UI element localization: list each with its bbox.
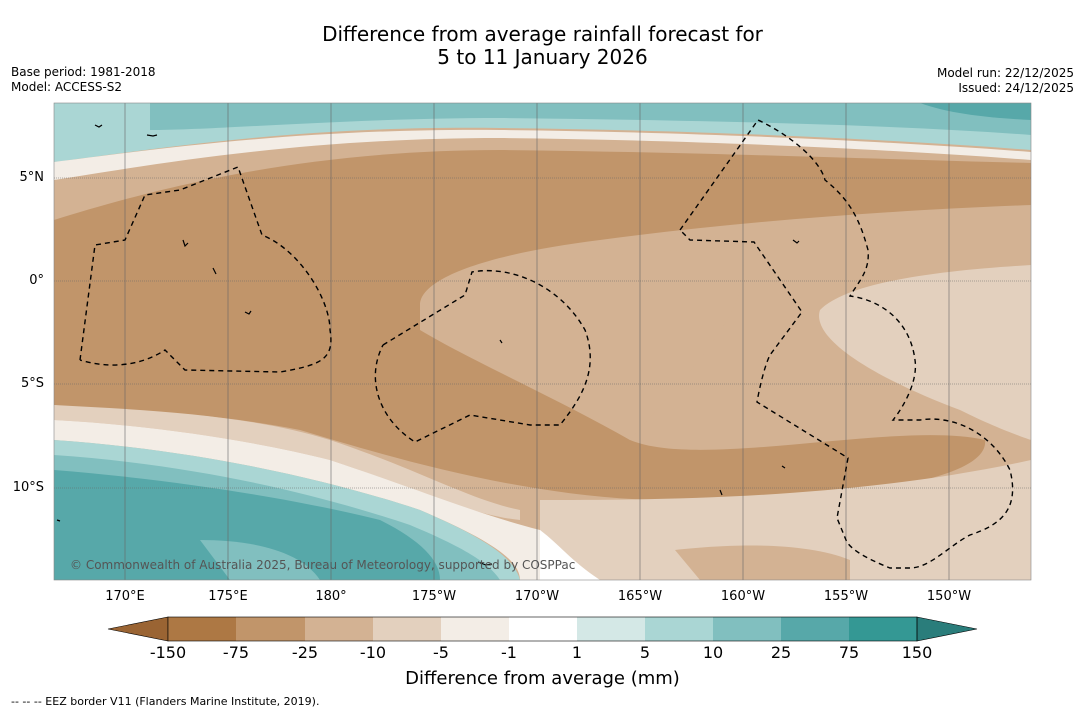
north-wet-band-dark <box>920 103 1031 120</box>
colorbar-label: 5 <box>639 643 651 662</box>
model-run-text: Model run: 22/12/2025 <box>936 66 1074 80</box>
lon-label: 150°W <box>926 589 972 604</box>
lon-label: 170°W <box>514 589 560 604</box>
colorbar-bin <box>236 617 305 641</box>
meta-right: Model run: 22/12/2025 Issued: 24/12/2025 <box>937 66 1074 96</box>
colorbar-low-extend <box>107 616 169 642</box>
map-title-line1: Difference from average rainfall forecas… <box>322 22 763 46</box>
graticule <box>54 103 1031 580</box>
north-wet-band-mid <box>150 103 1031 135</box>
south-wet-dark <box>54 470 440 580</box>
colorbar-bin <box>373 617 441 641</box>
lon-label: 175°W <box>411 589 457 604</box>
colorbar-label: -10 <box>359 643 387 662</box>
south-wet-darkest <box>200 540 320 580</box>
lat-label: 5°S <box>20 376 44 391</box>
colorbar-label: 75 <box>838 643 860 662</box>
map-title-line2: 5 to 11 January 2026 <box>437 45 648 69</box>
eez-border-kiribati-gilbert <box>79 166 332 373</box>
eez-border-line-islands <box>679 119 1014 569</box>
dry-patch-south-light <box>540 460 1031 580</box>
eez-border-phoenix <box>374 270 591 443</box>
model-text: Model: ACCESS-S2 <box>11 80 123 94</box>
dry-band-main <box>54 150 1031 501</box>
colorbar-bin <box>577 617 645 641</box>
island-mark <box>212 267 217 275</box>
map-frame <box>53 102 1032 581</box>
colorbar-frame <box>167 616 918 642</box>
lon-label: 165°W <box>617 589 663 604</box>
lon-label: 175°E <box>208 589 248 604</box>
colorbar-label: -1 <box>501 643 517 662</box>
colorbar-bin <box>713 617 781 641</box>
island-mark <box>499 339 503 344</box>
colorbar-bin <box>509 617 577 641</box>
dry-center-light <box>420 245 744 440</box>
colorbar-title: Difference from average (mm) <box>405 668 680 689</box>
island-mark <box>182 239 189 248</box>
rainfall-field <box>54 103 1031 580</box>
colorbar <box>107 616 978 642</box>
islands <box>56 124 800 566</box>
island-mark <box>244 310 252 315</box>
lon-label: 155°W <box>823 589 869 604</box>
colorbar-label: 25 <box>770 643 792 662</box>
meta-left: Base period: 1981-2018 Model: ACCESS-S2 <box>11 65 156 95</box>
lat-label: 0° <box>29 273 44 288</box>
colorbar-label: -150 <box>149 643 187 662</box>
colorbar-bin <box>645 617 713 641</box>
island-mark <box>477 561 493 566</box>
eez-borders <box>79 119 1014 569</box>
issued-text: Issued: 24/12/2025 <box>958 81 1074 95</box>
lat-label: 5°N <box>19 170 45 185</box>
colorbar-label: 1 <box>571 643 583 662</box>
colorbar-label: 10 <box>702 643 724 662</box>
island-mark <box>56 519 61 522</box>
south-transition-white-2 <box>540 530 600 580</box>
colorbar-bin <box>441 617 509 641</box>
dry-patch-east-light <box>819 265 1031 440</box>
island-mark <box>781 465 786 469</box>
island-mark <box>719 489 723 496</box>
colorbar-bin <box>305 617 373 641</box>
eez-legend-note: -- -- -- EEZ border V11 (Flanders Marine… <box>11 695 320 708</box>
copyright-notice: © Commonwealth of Australia 2025, Bureau… <box>70 558 576 572</box>
colorbar-bin <box>168 617 236 641</box>
colorbar-label: -25 <box>291 643 319 662</box>
lon-label: 160°W <box>720 589 766 604</box>
south-transition-white <box>54 420 560 580</box>
island-mark <box>94 124 103 128</box>
dry-patch-south-mid <box>675 545 850 580</box>
colorbar-label: 150 <box>901 643 933 662</box>
lon-label: 170°E <box>105 589 145 604</box>
colorbar-label: -5 <box>433 643 449 662</box>
island-mark <box>146 134 158 137</box>
north-transition-white <box>54 129 1031 180</box>
colorbar-bin <box>849 617 917 641</box>
colorbar-bin <box>781 617 849 641</box>
colorbar-high-extend <box>916 616 978 642</box>
island-mark <box>792 239 800 244</box>
base-period-text: Base period: 1981-2018 <box>11 65 156 79</box>
lon-label: 180° <box>315 589 347 604</box>
lat-label: 10°S <box>12 480 44 495</box>
south-transition-light <box>54 405 520 520</box>
colorbar-label: -75 <box>222 643 250 662</box>
